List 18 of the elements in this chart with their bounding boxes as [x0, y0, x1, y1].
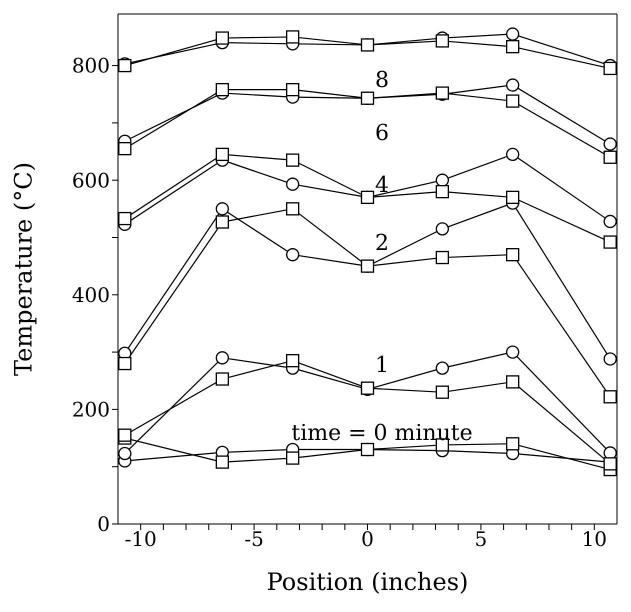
x-tick-label: -10: [124, 527, 157, 552]
y-tick-label: 200: [72, 397, 110, 422]
annotation: 1: [375, 353, 389, 378]
x-axis-title: Position (inches): [266, 568, 468, 596]
annotation: 8: [375, 68, 389, 93]
y-tick-label: 800: [72, 54, 110, 78]
y-tick-label: 0: [97, 512, 110, 536]
annotation: 2: [375, 231, 389, 256]
annotation: 4: [375, 173, 389, 198]
x-tick-label: 10: [582, 527, 608, 552]
annotation: 6: [375, 121, 389, 146]
y-tick-label: 400: [72, 282, 110, 307]
annotation: time = 0 minute: [291, 421, 473, 446]
y-axis-title: Temperature (°C): [10, 162, 38, 376]
x-tick-label: 0: [361, 527, 374, 552]
x-tick-label: 5: [474, 527, 488, 552]
y-tick-label: 600: [72, 168, 110, 192]
x-tick-label: -5: [244, 527, 264, 552]
